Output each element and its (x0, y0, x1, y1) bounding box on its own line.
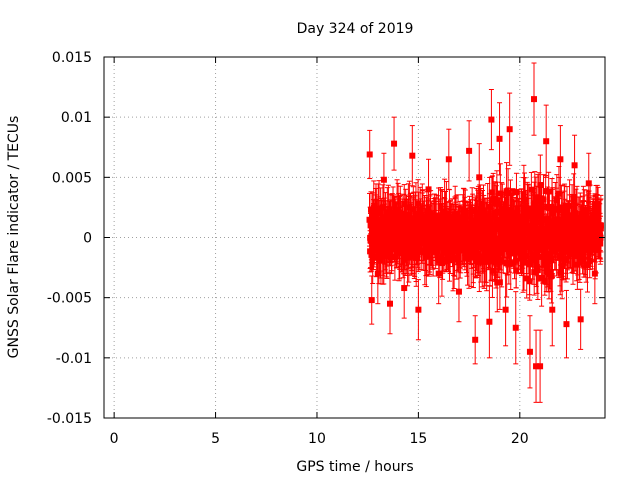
data-point-outlier (591, 243, 598, 305)
axis-ticks: 0 5 10 15 20 -0.015 -0.01 -0.005 0 0.005 0.01 0.015 (47, 50, 605, 447)
x-tick-label: 5 (211, 431, 220, 447)
chart-title: Day 324 of 2019 (297, 21, 414, 37)
y-tick-label: 0.01 (61, 110, 92, 126)
data-point-outlier (380, 152, 387, 207)
data-point-outlier (455, 261, 462, 323)
y-tick-label: 0.005 (52, 170, 92, 186)
y-axis-label: GNSS Solar Flare indicator / TECUs (6, 116, 22, 359)
data-point-outlier (386, 273, 393, 335)
y-tick-label: 0 (83, 231, 92, 247)
data-point-outlier (401, 257, 408, 319)
y-tick-label: 0.015 (52, 50, 92, 66)
data-point-outlier (571, 134, 578, 196)
data-point-outlier (486, 285, 493, 359)
x-tick-label: 10 (308, 431, 326, 447)
x-tick-label: 20 (511, 431, 529, 447)
data-point-outlier (366, 129, 373, 180)
data-points (366, 62, 604, 403)
x-tick-label: 0 (110, 431, 119, 447)
data-point-outlier (543, 104, 550, 178)
data-point-outlier (435, 243, 442, 305)
data-point-outlier (526, 315, 533, 389)
y-tick-label: -0.015 (47, 411, 92, 427)
data-point-outlier (563, 289, 570, 359)
x-tick-label: 15 (409, 431, 427, 447)
data-point-outlier (445, 128, 452, 190)
data-point-outlier (370, 180, 377, 235)
y-tick-label: -0.01 (56, 351, 92, 367)
data-point-outlier (488, 88, 495, 151)
data-point-outlier (374, 243, 381, 305)
data-point-outlier (466, 120, 473, 182)
data-point-outlier (512, 291, 519, 365)
data-point-outlier (391, 116, 398, 171)
data-point-outlier (496, 102, 503, 176)
data-point-outlier (549, 273, 556, 347)
data-point-outlier (502, 273, 509, 347)
data-point-outlier (537, 329, 544, 403)
data-point-outlier (415, 279, 422, 341)
data-point-outlier (409, 125, 416, 187)
data-point-outlier (585, 152, 592, 214)
data-point-outlier (520, 164, 527, 238)
data-point-outlier (476, 143, 483, 212)
data-point-outlier (368, 275, 375, 325)
y-tick-label: -0.005 (47, 291, 92, 307)
data-point-outlier (472, 315, 479, 365)
data-point-outlier (557, 125, 564, 194)
data-point-outlier (506, 92, 513, 166)
data-point-outlier (597, 198, 604, 253)
data-point-outlier (577, 288, 584, 350)
x-axis-label: GPS time / hours (296, 459, 413, 475)
data-point-outlier (395, 182, 402, 245)
data-point-outlier (531, 62, 538, 136)
data-point-outlier (425, 158, 432, 220)
